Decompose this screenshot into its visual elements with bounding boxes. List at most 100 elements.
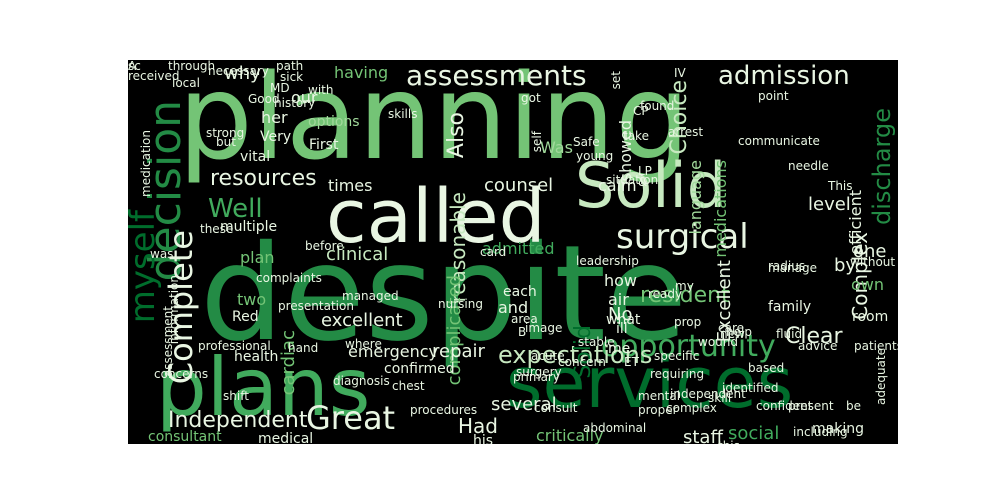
word: confirmed <box>384 361 455 377</box>
word: local <box>172 76 200 90</box>
word: medication <box>139 130 153 197</box>
word: staff <box>683 427 723 445</box>
word: radius <box>768 259 806 273</box>
word: before <box>305 239 344 253</box>
word: several <box>491 394 557 415</box>
word: received <box>128 69 180 83</box>
word: take <box>623 129 649 143</box>
word: myself <box>128 210 163 324</box>
word: concern <box>558 355 606 369</box>
word: No <box>608 304 633 325</box>
word: services <box>506 342 794 424</box>
word: communicate <box>738 134 820 148</box>
word: each <box>503 284 537 300</box>
word: nursing <box>438 297 483 311</box>
word: level <box>808 194 851 215</box>
word: medical <box>258 431 314 444</box>
word: A <box>128 60 137 73</box>
word: assessments <box>406 60 587 92</box>
word: Had <box>458 414 498 438</box>
word: expectations <box>498 341 653 369</box>
word: needle <box>788 159 829 173</box>
word: having <box>334 63 389 82</box>
word: Solid <box>571 325 596 379</box>
word: acute <box>531 349 565 363</box>
word: Clear <box>785 324 843 349</box>
word: plan <box>240 248 275 267</box>
word: Solid <box>575 149 727 222</box>
word: health <box>234 349 279 365</box>
word: based <box>748 361 785 375</box>
word: emergency <box>348 342 438 361</box>
word: room <box>852 309 889 325</box>
word: these <box>200 222 234 236</box>
word: care <box>718 321 745 335</box>
word: surgical <box>616 217 749 257</box>
word: prop <box>674 315 702 329</box>
word: stable <box>578 335 615 349</box>
word: professional <box>198 339 271 353</box>
word: options <box>308 114 360 130</box>
word: ill <box>616 321 628 337</box>
word: surgery <box>516 365 562 379</box>
word: Well <box>208 194 263 224</box>
word: planning <box>178 60 691 186</box>
word: plans <box>156 341 371 434</box>
word: where <box>345 337 382 351</box>
word: vital <box>240 149 271 165</box>
word: was <box>150 247 174 261</box>
word: my <box>675 279 694 293</box>
word: necessary <box>208 64 269 78</box>
word: CP <box>633 104 649 118</box>
word: how <box>604 271 638 290</box>
word: complex <box>666 401 717 415</box>
word: cardiac <box>278 330 299 396</box>
word: Also <box>444 112 469 159</box>
word: language <box>686 160 705 235</box>
word: assessment <box>161 306 175 378</box>
word: got <box>521 91 541 105</box>
word: making <box>812 421 864 437</box>
word: complaints <box>256 271 322 285</box>
word: patients <box>854 339 898 353</box>
word: sc <box>128 60 141 73</box>
word: including <box>793 425 848 439</box>
word: one <box>853 241 887 262</box>
word: present <box>788 399 834 413</box>
word: MD <box>270 81 290 95</box>
word: Red <box>232 309 259 325</box>
word: young <box>576 149 614 163</box>
word: counsel <box>484 175 554 196</box>
word: despite <box>200 217 688 371</box>
word: help <box>726 325 752 339</box>
word: confident <box>756 399 813 413</box>
word: two <box>237 290 267 309</box>
word: mental <box>638 389 681 403</box>
word: multiple <box>220 219 278 235</box>
word: his <box>473 433 494 444</box>
word: our <box>291 88 318 107</box>
word: history <box>274 96 316 110</box>
word: fluid <box>776 327 803 341</box>
word: opportunity <box>601 329 776 364</box>
word: discharge <box>868 108 896 225</box>
word: point <box>758 89 789 103</box>
word: hand <box>288 341 319 355</box>
word: consult <box>534 401 578 415</box>
word: times <box>328 176 373 195</box>
word: proper <box>638 403 678 417</box>
word: requiring <box>650 367 705 381</box>
word: admission <box>718 61 850 91</box>
word: shift <box>223 389 249 403</box>
word: self <box>530 131 544 153</box>
word: & <box>638 175 648 189</box>
word: skill <box>708 391 732 405</box>
word: sick <box>280 70 304 84</box>
word: area <box>511 312 538 326</box>
word: LP <box>638 164 652 178</box>
word: identified <box>722 381 779 395</box>
word: managed <box>342 289 399 303</box>
word: new <box>720 327 745 341</box>
word: ET <box>624 355 639 369</box>
word-cloud: planning despite services plans called S… <box>128 60 898 444</box>
